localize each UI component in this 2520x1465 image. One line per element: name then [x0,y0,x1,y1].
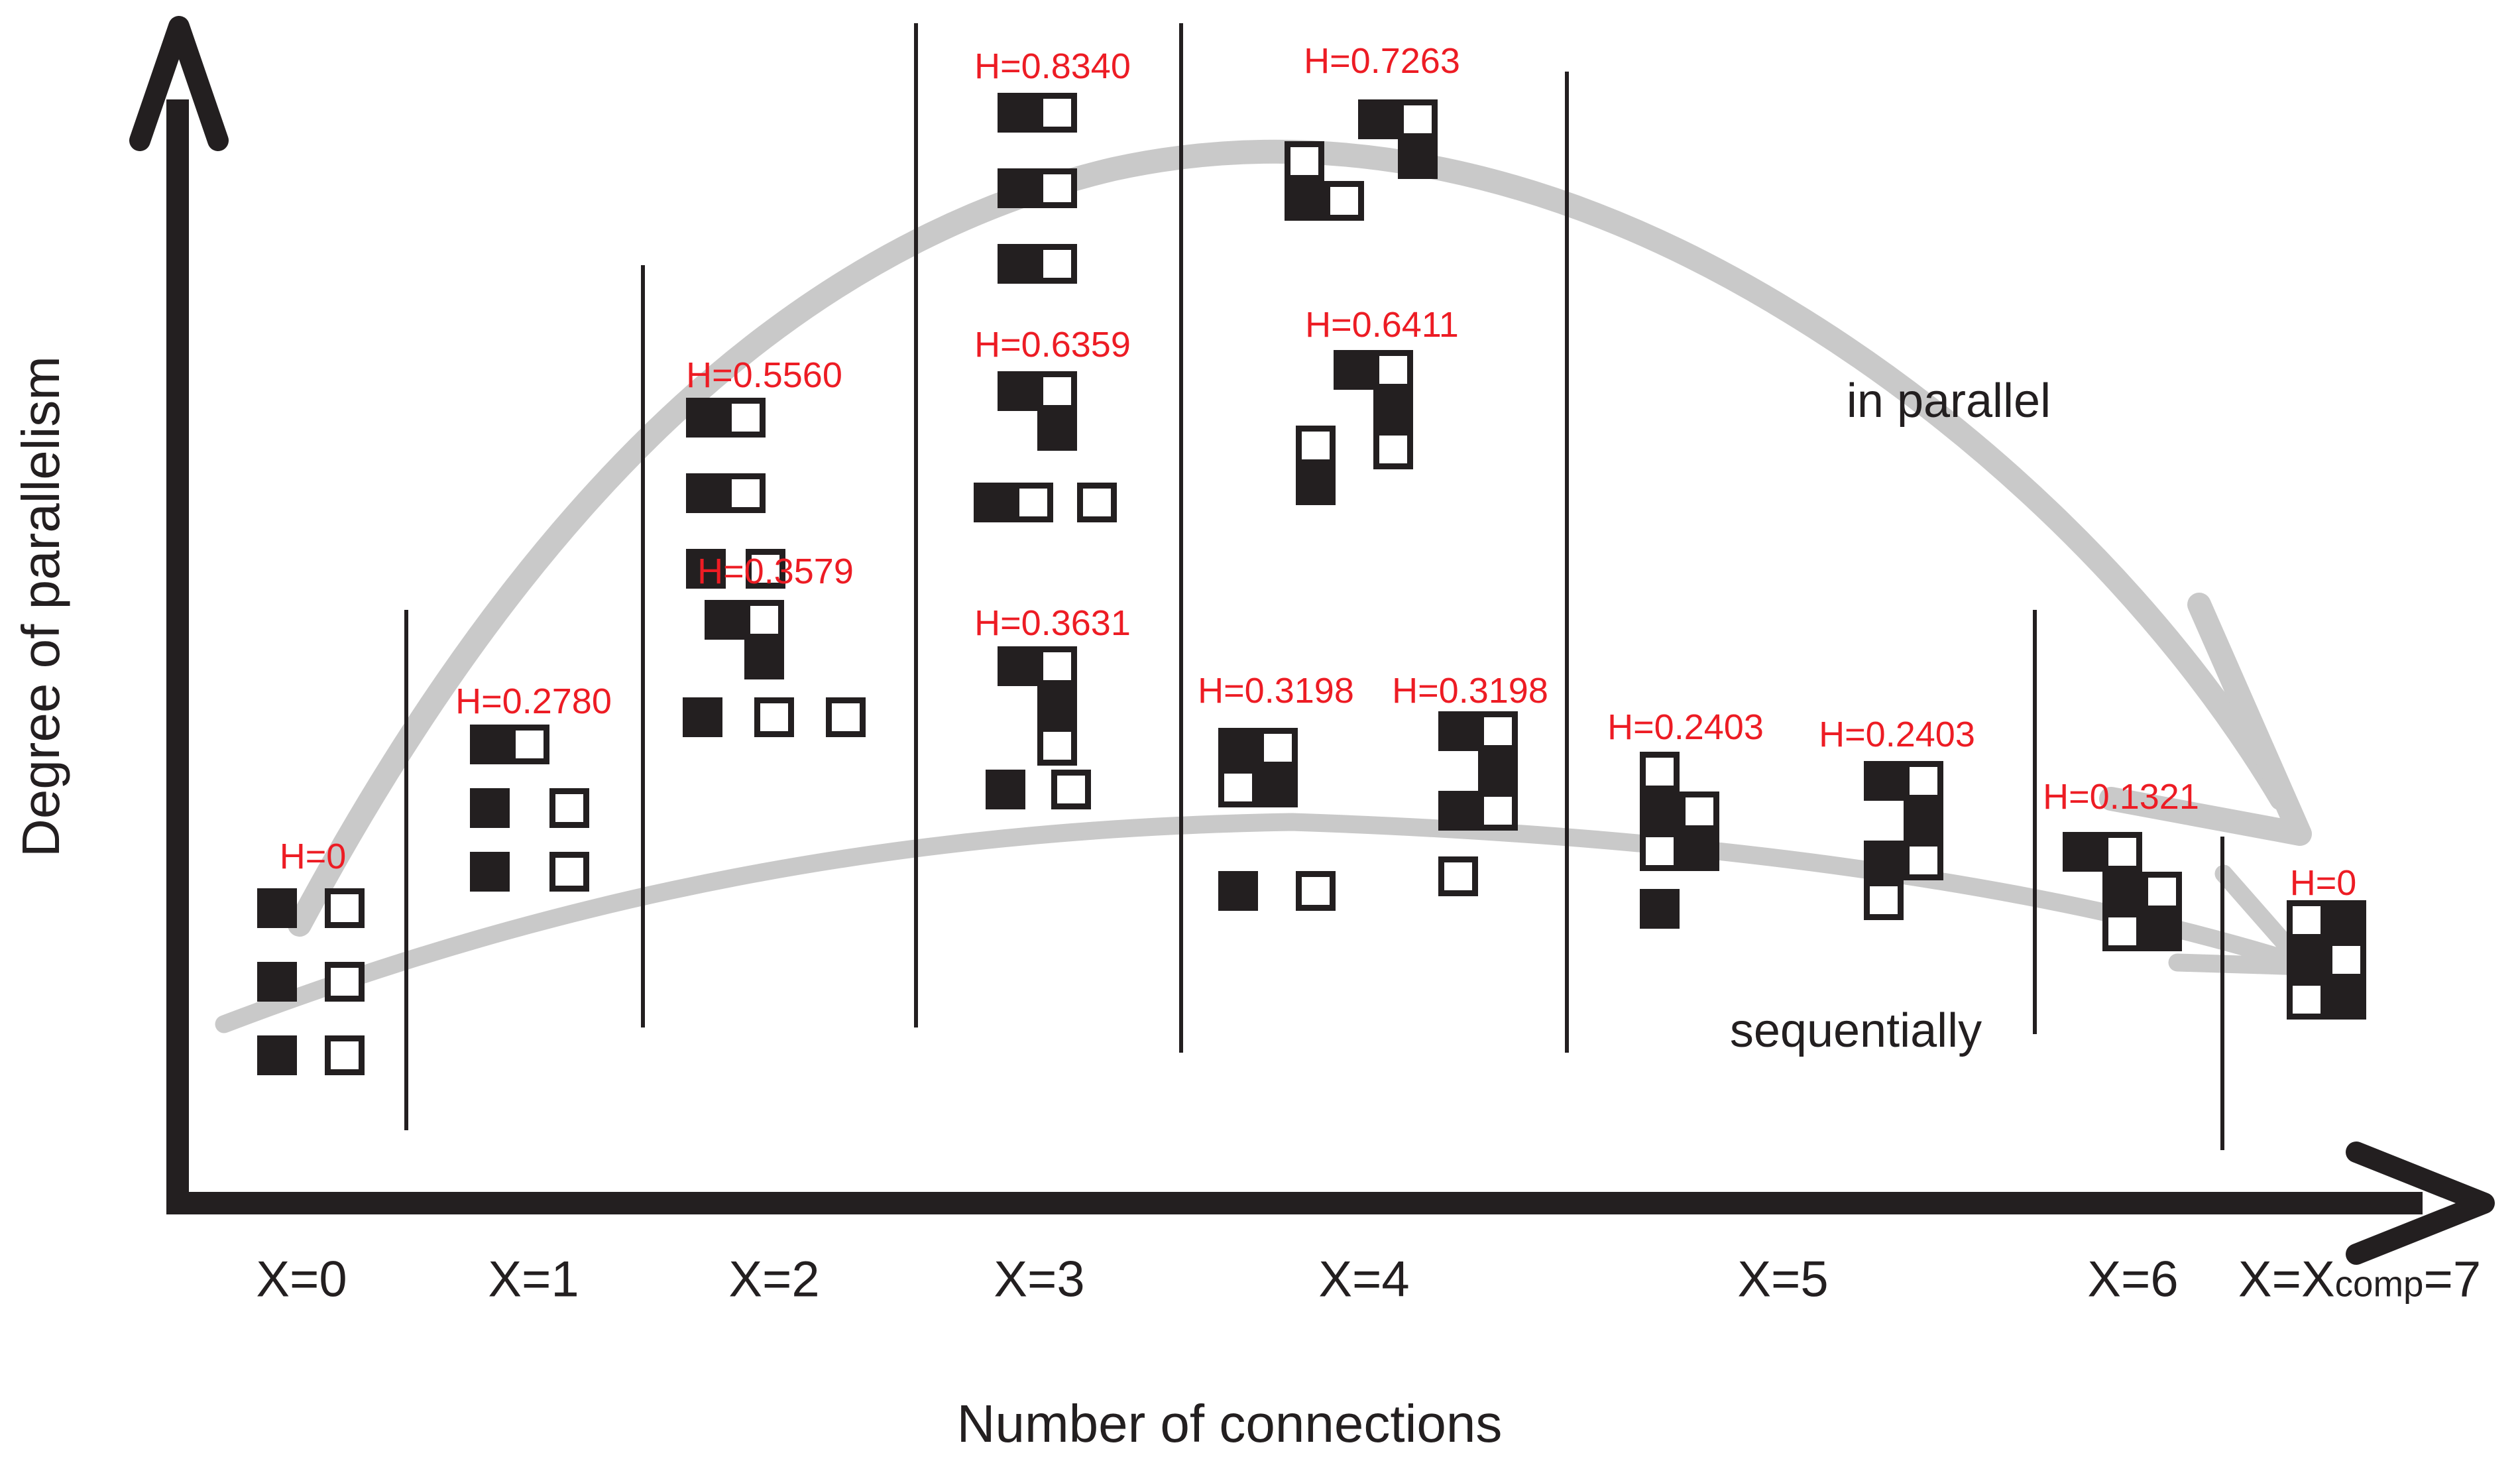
sequentially-label: sequentially [1729,1004,1982,1057]
sequentially-curve [215,813,2297,1033]
in-parallel-label: in parallel [1846,375,2051,428]
y-axis-title: Degree of parallelism [11,356,70,857]
in-parallel-curve [288,139,2293,937]
x-axis-arrowhead-icon [2346,1142,2495,1265]
x-axis-title: Number of connections [956,1394,1503,1453]
y-axis-arrowhead-icon [129,16,229,151]
in-parallel-arrowhead [2099,593,2312,846]
